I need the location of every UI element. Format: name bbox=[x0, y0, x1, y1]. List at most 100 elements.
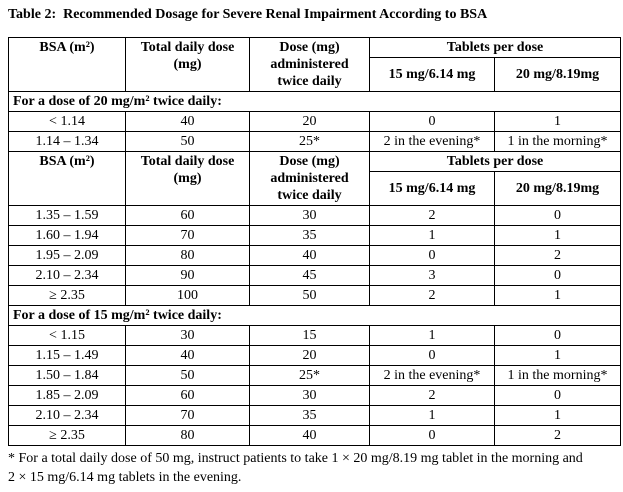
table-row: 1.50 – 1.84 50 25* 2 in the evening* 1 i… bbox=[8, 365, 621, 386]
header-bsa: BSA (m²) bbox=[8, 37, 126, 92]
header-tablet-20mg: 20 mg/8.19mg bbox=[494, 171, 621, 206]
table-footnote: * For a total daily dose of 50 mg, instr… bbox=[8, 451, 583, 485]
table-row: ≥ 2.35 100 50 2 1 bbox=[8, 285, 621, 306]
cell-tablets-15: 0 bbox=[369, 245, 495, 266]
cell-tablets-15: 0 bbox=[369, 345, 495, 366]
cell-total-dose: 70 bbox=[125, 225, 250, 246]
table-row: 1.95 – 2.09 80 40 0 2 bbox=[8, 245, 621, 266]
cell-tablets-20: 0 bbox=[494, 205, 621, 226]
cell-tablets-15: 2 in the evening* bbox=[369, 131, 495, 152]
table-row: 1.60 – 1.94 70 35 1 1 bbox=[8, 225, 621, 246]
table-row: 2.10 – 2.34 90 45 3 0 bbox=[8, 265, 621, 286]
cell-dose-admin: 25* bbox=[249, 365, 370, 386]
cell-total-dose: 50 bbox=[125, 365, 250, 386]
header-tablet-15mg: 15 mg/6.14 mg bbox=[369, 171, 495, 206]
cell-tablets-15: 1 bbox=[369, 405, 495, 426]
cell-tablets-15: 3 bbox=[369, 265, 495, 286]
cell-tablets-15: 0 bbox=[369, 425, 495, 446]
header-total-daily-dose: Total daily dose (mg) bbox=[125, 37, 250, 92]
header-tablets-per-dose: Tablets per dose bbox=[369, 150, 621, 173]
table-header: BSA (m²) Total daily dose (mg) Dose (mg)… bbox=[8, 36, 621, 92]
dosage-table: BSA (m²) Total daily dose (mg) Dose (mg)… bbox=[8, 36, 621, 446]
cell-dose-admin: 35 bbox=[249, 405, 370, 426]
cell-bsa: ≥ 2.35 bbox=[8, 285, 126, 306]
section-label: For a dose of 15 mg/m² twice daily: bbox=[8, 305, 621, 326]
cell-dose-admin: 20 bbox=[249, 345, 370, 366]
cell-tablets-20: 0 bbox=[494, 325, 621, 346]
header-bsa: BSA (m²) bbox=[8, 151, 126, 206]
cell-dose-admin: 45 bbox=[249, 265, 370, 286]
cell-total-dose: 30 bbox=[125, 325, 250, 346]
cell-tablets-20: 1 bbox=[494, 225, 621, 246]
table-row: < 1.14 40 20 0 1 bbox=[8, 111, 621, 132]
cell-bsa: 1.35 – 1.59 bbox=[8, 205, 126, 226]
cell-tablets-20: 1 in the morning* bbox=[494, 131, 621, 152]
cell-tablets-20: 2 bbox=[494, 245, 621, 266]
cell-dose-admin: 40 bbox=[249, 245, 370, 266]
cell-total-dose: 80 bbox=[125, 425, 250, 446]
cell-total-dose: 40 bbox=[125, 345, 250, 366]
cell-dose-admin: 20 bbox=[249, 111, 370, 132]
cell-tablets-20: 0 bbox=[494, 385, 621, 406]
cell-tablets-20: 2 bbox=[494, 425, 621, 446]
cell-tablets-15: 2 bbox=[369, 205, 495, 226]
table-row: 1.14 – 1.34 50 25* 2 in the evening* 1 i… bbox=[8, 131, 621, 152]
cell-bsa: < 1.14 bbox=[8, 111, 126, 132]
cell-tablets-20: 1 in the morning* bbox=[494, 365, 621, 386]
cell-bsa: < 1.15 bbox=[8, 325, 126, 346]
cell-tablets-15: 2 bbox=[369, 285, 495, 306]
table-row: ≥ 2.35 80 40 0 2 bbox=[8, 425, 621, 446]
cell-bsa: 1.14 – 1.34 bbox=[8, 131, 126, 152]
cell-tablets-15: 2 in the evening* bbox=[369, 365, 495, 386]
table-row: 1.35 – 1.59 60 30 2 0 bbox=[8, 205, 621, 226]
cell-total-dose: 60 bbox=[125, 205, 250, 226]
cell-bsa: ≥ 2.35 bbox=[8, 425, 126, 446]
table-row: < 1.15 30 15 1 0 bbox=[8, 325, 621, 346]
table-row: 2.10 – 2.34 70 35 1 1 bbox=[8, 405, 621, 426]
table-caption: Table 2: Recommended Dosage for Severe R… bbox=[8, 7, 488, 22]
section-row-20mg: For a dose of 20 mg/m² twice daily: bbox=[8, 91, 621, 112]
cell-bsa: 1.15 – 1.49 bbox=[8, 345, 126, 366]
cell-total-dose: 100 bbox=[125, 285, 250, 306]
cell-tablets-15: 1 bbox=[369, 225, 495, 246]
cell-tablets-20: 1 bbox=[494, 345, 621, 366]
cell-tablets-20: 1 bbox=[494, 285, 621, 306]
cell-bsa: 1.85 – 2.09 bbox=[8, 385, 126, 406]
section-label: For a dose of 20 mg/m² twice daily: bbox=[8, 91, 621, 112]
header-tablets-per-dose: Tablets per dose bbox=[369, 36, 621, 59]
cell-total-dose: 60 bbox=[125, 385, 250, 406]
cell-total-dose: 70 bbox=[125, 405, 250, 426]
cell-bsa: 2.10 – 2.34 bbox=[8, 265, 126, 286]
table-row: 1.85 – 2.09 60 30 2 0 bbox=[8, 385, 621, 406]
cell-tablets-20: 1 bbox=[494, 405, 621, 426]
header-total-daily-dose: Total daily dose (mg) bbox=[125, 151, 250, 206]
cell-total-dose: 40 bbox=[125, 111, 250, 132]
cell-dose-admin: 50 bbox=[249, 285, 370, 306]
cell-tablets-15: 1 bbox=[369, 325, 495, 346]
cell-dose-admin: 30 bbox=[249, 385, 370, 406]
table-row: 1.15 – 1.49 40 20 0 1 bbox=[8, 345, 621, 366]
cell-bsa: 2.10 – 2.34 bbox=[8, 405, 126, 426]
header-dose-administered: Dose (mg) administered twice daily bbox=[249, 37, 370, 92]
header-tablet-20mg: 20 mg/8.19mg bbox=[494, 57, 621, 92]
cell-total-dose: 50 bbox=[125, 131, 250, 152]
table-header-repeat: BSA (m²) Total daily dose (mg) Dose (mg)… bbox=[8, 150, 621, 206]
cell-total-dose: 80 bbox=[125, 245, 250, 266]
cell-tablets-20: 1 bbox=[494, 111, 621, 132]
cell-total-dose: 90 bbox=[125, 265, 250, 286]
header-tablet-15mg: 15 mg/6.14 mg bbox=[369, 57, 495, 92]
cell-dose-admin: 35 bbox=[249, 225, 370, 246]
cell-tablets-15: 2 bbox=[369, 385, 495, 406]
cell-dose-admin: 30 bbox=[249, 205, 370, 226]
cell-bsa: 1.50 – 1.84 bbox=[8, 365, 126, 386]
cell-dose-admin: 40 bbox=[249, 425, 370, 446]
cell-tablets-20: 0 bbox=[494, 265, 621, 286]
cell-bsa: 1.95 – 2.09 bbox=[8, 245, 126, 266]
header-dose-administered: Dose (mg) administered twice daily bbox=[249, 151, 370, 206]
cell-bsa: 1.60 – 1.94 bbox=[8, 225, 126, 246]
cell-dose-admin: 15 bbox=[249, 325, 370, 346]
cell-tablets-15: 0 bbox=[369, 111, 495, 132]
section-row-15mg: For a dose of 15 mg/m² twice daily: bbox=[8, 305, 621, 326]
cell-dose-admin: 25* bbox=[249, 131, 370, 152]
